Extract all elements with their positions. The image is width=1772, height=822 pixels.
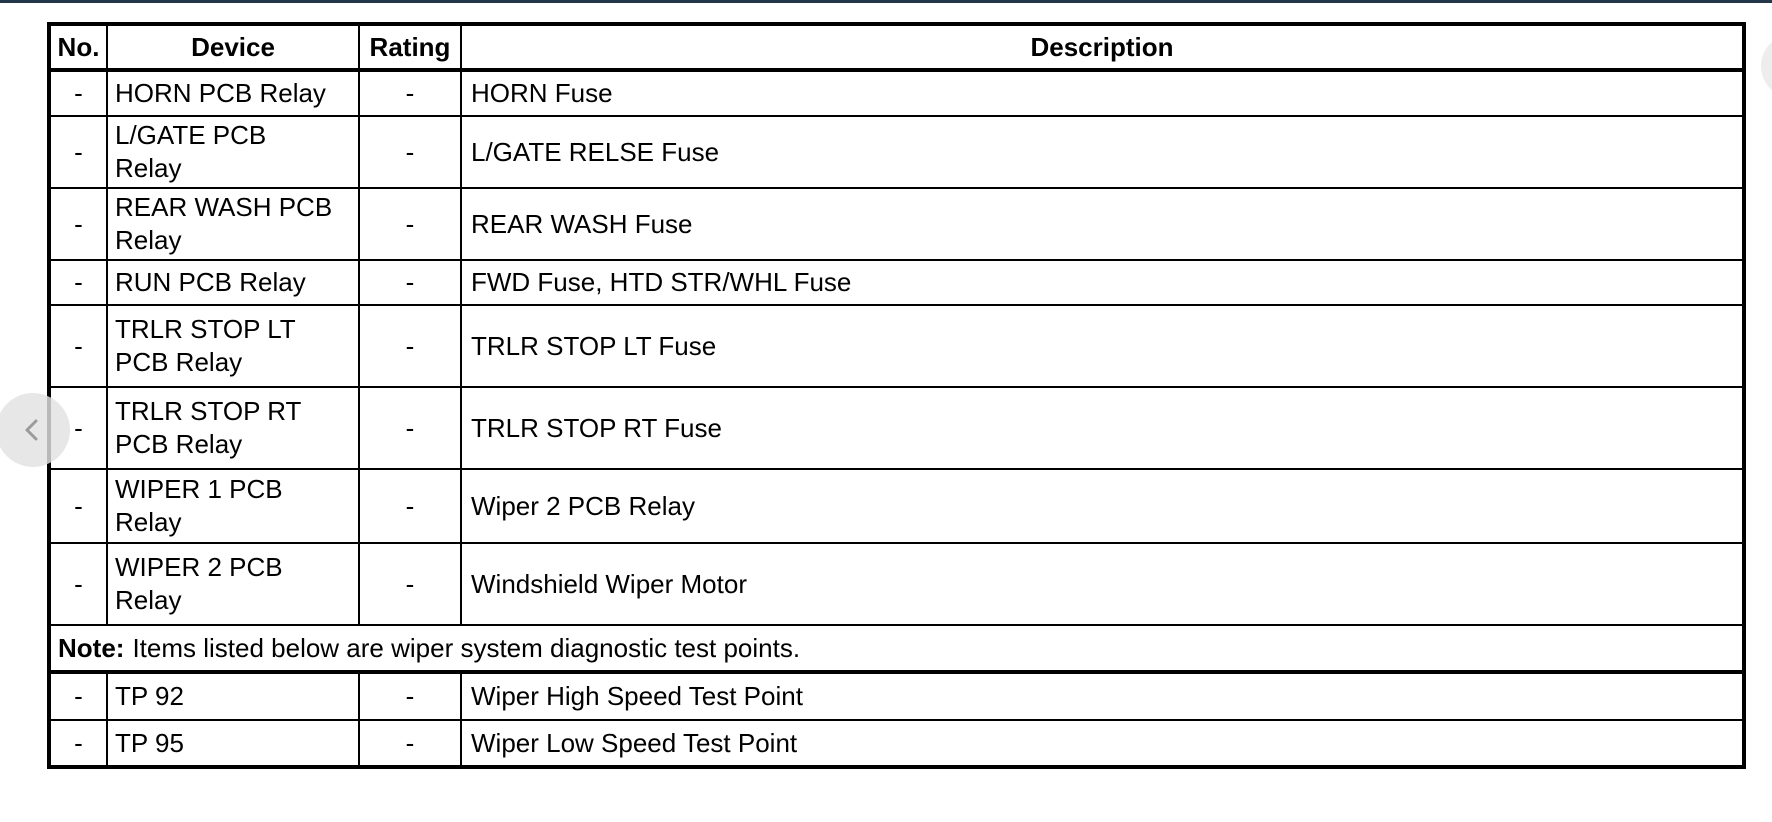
cell-description: TRLR STOP RT Fuse [460, 386, 1745, 470]
cell-description: Wiper Low Speed Test Point [460, 719, 1745, 768]
fuse-relay-table: No. Device Rating Description - HORN PCB… [47, 22, 1746, 769]
header-row: No. Device Rating Description [48, 23, 1745, 72]
cell-rating: - [358, 468, 462, 544]
cell-device: WIPER 2 PCB Relay [106, 542, 360, 626]
cell-no: - [48, 719, 108, 768]
note-label: Note: [58, 632, 125, 663]
cell-no: - [48, 259, 108, 306]
table-row: - WIPER 2 PCB Relay - Windshield Wiper M… [48, 542, 1745, 626]
cell-description: Windshield Wiper Motor [460, 542, 1745, 626]
cell-device: REAR WASH PCB Relay [106, 187, 360, 261]
cell-device: RUN PCB Relay [106, 259, 360, 306]
prev-page-button[interactable] [0, 393, 70, 467]
cell-description: TRLR STOP LT Fuse [460, 304, 1745, 388]
cell-device: TRLR STOP LT PCB Relay [106, 304, 360, 388]
cell-description: Wiper High Speed Test Point [460, 671, 1745, 721]
chevron-left-icon [19, 416, 47, 444]
cell-device: HORN PCB Relay [106, 69, 360, 117]
table-row: - REAR WASH PCB Relay - REAR WASH Fuse [48, 187, 1745, 261]
table-row: - TP 92 - Wiper High Speed Test Point [48, 671, 1745, 721]
column-header-rating: Rating [358, 23, 462, 72]
cell-no: - [48, 542, 108, 626]
cell-rating: - [358, 386, 462, 470]
cell-rating: - [358, 115, 462, 189]
right-edge-button[interactable] [1761, 34, 1772, 98]
cell-device: WIPER 1 PCB Relay [106, 468, 360, 544]
cell-description: Wiper 2 PCB Relay [460, 468, 1745, 544]
cell-rating: - [358, 719, 462, 768]
cell-device: L/GATE PCB Relay [106, 115, 360, 189]
column-header-no: No. [48, 23, 108, 72]
table-row: - RUN PCB Relay - FWD Fuse, HTD STR/WHL … [48, 259, 1745, 306]
cell-no: - [48, 304, 108, 388]
cell-no: - [48, 468, 108, 544]
note-text: Items listed below are wiper system diag… [132, 632, 801, 663]
note-row: Note: Items listed below are wiper system… [48, 624, 1745, 674]
cell-device: TP 95 [106, 719, 360, 768]
table-row: - TRLR STOP LT PCB Relay - TRLR STOP LT … [48, 304, 1745, 388]
cell-rating: - [358, 542, 462, 626]
table-row: - HORN PCB Relay - HORN Fuse [48, 69, 1745, 117]
column-header-device: Device [106, 23, 360, 72]
cell-description: REAR WASH Fuse [460, 187, 1745, 261]
cell-description: FWD Fuse, HTD STR/WHL Fuse [460, 259, 1745, 306]
top-accent-bar [0, 0, 1772, 3]
cell-rating: - [358, 671, 462, 721]
table-row: - TP 95 - Wiper Low Speed Test Point [48, 719, 1745, 768]
cell-description: HORN Fuse [460, 69, 1745, 117]
column-header-description: Description [460, 23, 1745, 72]
cell-rating: - [358, 69, 462, 117]
cell-no: - [48, 115, 108, 189]
cell-no: - [48, 69, 108, 117]
document-page: No. Device Rating Description - HORN PCB… [47, 22, 1746, 769]
cell-rating: - [358, 187, 462, 261]
cell-device: TRLR STOP RT PCB Relay [106, 386, 360, 470]
cell-rating: - [358, 304, 462, 388]
cell-no: - [48, 187, 108, 261]
cell-no: - [48, 671, 108, 721]
table-row: - TRLR STOP RT PCB Relay - TRLR STOP RT … [48, 386, 1745, 470]
table-row: - L/GATE PCB Relay - L/GATE RELSE Fuse [48, 115, 1745, 189]
cell-rating: - [358, 259, 462, 306]
table-row: - WIPER 1 PCB Relay - Wiper 2 PCB Relay [48, 468, 1745, 544]
cell-description: L/GATE RELSE Fuse [460, 115, 1745, 189]
cell-device: TP 92 [106, 671, 360, 721]
